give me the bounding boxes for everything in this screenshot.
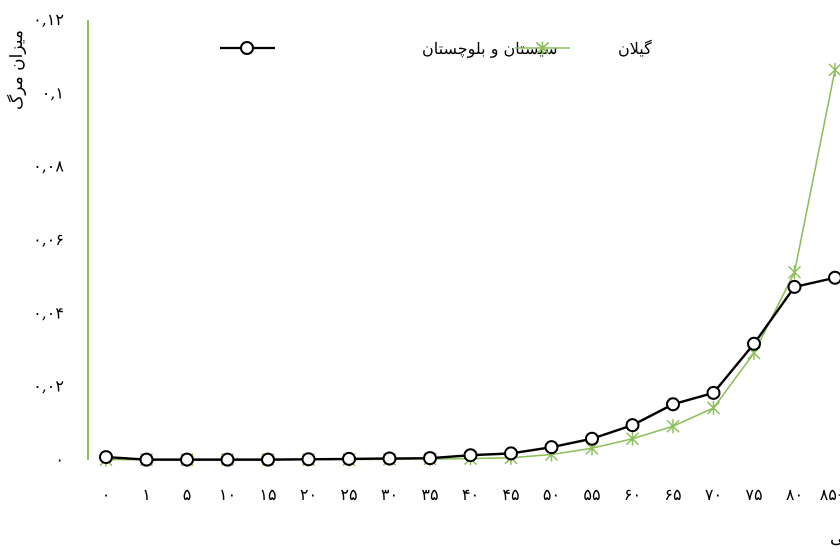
data-point-sistan <box>382 451 397 466</box>
y-tick-label: ۰,۱۲ <box>33 10 64 29</box>
data-point-sistan <box>666 397 680 412</box>
x-tick-label: ۱ <box>142 485 151 504</box>
x-tick-label: ۱۰ <box>219 485 236 504</box>
y-tick-label: ۰,۰۴ <box>33 303 64 322</box>
data-point-sistan <box>180 452 194 467</box>
y-axis-title: میزان مرگ <box>6 30 27 110</box>
data-point-gilan <box>787 265 802 280</box>
y-tick-label: ۰,۱ <box>42 83 64 102</box>
data-point-sistan <box>787 279 802 294</box>
x-tick-label: ۵ <box>183 485 192 504</box>
x-tick-label: ۰ <box>102 485 111 504</box>
data-point-sistan <box>544 440 559 455</box>
x-tick-label: ۴۵ <box>502 485 519 504</box>
legend-label-sistan: سیستان و بلوچستان <box>422 39 558 58</box>
x-tick-label: ۳۰ <box>381 485 398 504</box>
data-point-gilan <box>625 431 640 446</box>
x-tick-label: ۲۵ <box>340 485 357 504</box>
legend-item-gilan: گیلان <box>515 39 652 58</box>
y-tick-label: ۰,۰۶ <box>33 230 64 249</box>
x-tick-label: ۲۰ <box>300 485 317 504</box>
legend-circle-icon <box>240 41 254 55</box>
data-point-sistan <box>828 270 840 285</box>
legend-item-sistan: سیستان و بلوچستان <box>220 39 558 58</box>
data-point-sistan <box>99 450 113 465</box>
data-point-gilan <box>666 419 680 434</box>
data-point-sistan <box>220 452 235 467</box>
x-tick-label: ۶۵ <box>664 485 681 504</box>
x-tick-label: ۸۵+ <box>820 485 840 504</box>
data-point-gilan <box>706 400 721 415</box>
y-tick-label: ۰,۰۸ <box>33 157 64 176</box>
data-point-sistan <box>139 452 154 467</box>
x-tick-label: ۱۵ <box>259 485 276 504</box>
y-axis-ticks: ۰ ۰,۰۲ ۰,۰۴ ۰,۰۶ ۰,۰۸ ۰,۱ ۰,۱۲ <box>33 10 64 469</box>
data-point-sistan <box>706 385 721 400</box>
x-tick-label: ۵۵ <box>583 485 600 504</box>
x-axis-title: گروه سنی <box>830 527 840 548</box>
series-line-gilan <box>106 69 836 461</box>
legend-label-gilan: گیلان <box>618 39 652 58</box>
data-point-sistan <box>261 452 275 467</box>
x-tick-label: ۳۵ <box>421 485 438 504</box>
x-tick-label: ۸۰ <box>786 485 803 504</box>
series-line-sistan <box>105 276 836 461</box>
x-tick-label: ۷۵ <box>745 485 762 504</box>
y-tick-label: ۰ <box>55 450 64 469</box>
data-point-sistan <box>625 418 640 433</box>
y-tick-label: ۰,۰۲ <box>33 377 64 396</box>
data-point-sistan <box>747 336 761 351</box>
legend: سیستان و بلوچستان گیلان <box>220 39 652 58</box>
x-tick-label: ۴۰ <box>462 485 479 504</box>
series-layer <box>99 62 840 467</box>
data-point-sistan <box>585 431 599 446</box>
x-tick-label: ۵۰ <box>543 485 560 504</box>
data-point-sistan <box>504 446 518 461</box>
x-tick-label: ۶۰ <box>624 485 641 504</box>
data-point-sistan <box>423 451 437 466</box>
data-point-sistan <box>342 451 356 466</box>
data-point-sistan <box>463 448 478 463</box>
x-tick-label: ۷۰ <box>705 485 722 504</box>
data-point-sistan <box>301 452 316 467</box>
legend-asterisk-icon <box>535 41 550 55</box>
data-point-gilan <box>828 62 840 77</box>
